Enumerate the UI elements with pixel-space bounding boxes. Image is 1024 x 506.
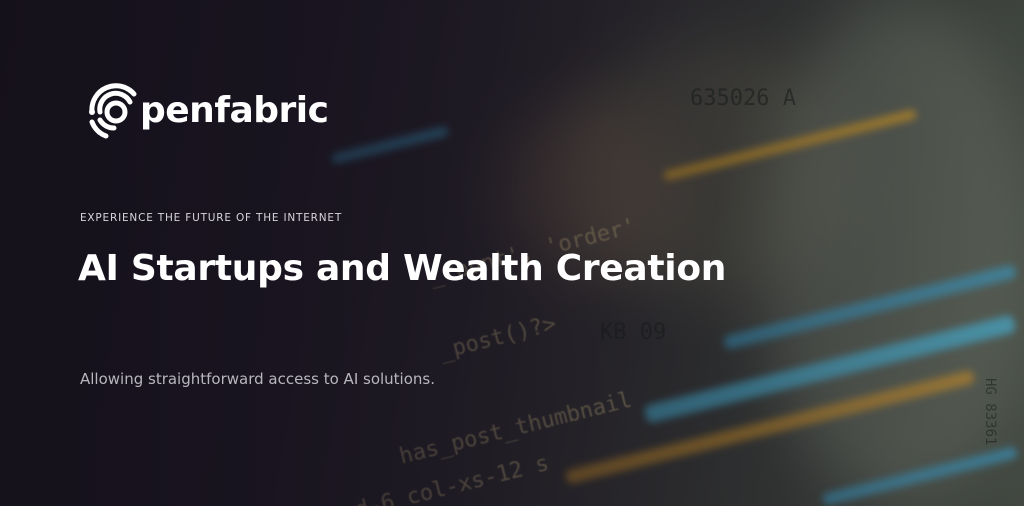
eyebrow: EXPERIENCE THE FUTURE OF THE INTERNET [80, 212, 343, 224]
logo[interactable]: penfabric [86, 80, 329, 140]
logo-icon [89, 83, 137, 139]
hero-subtitle: Allowing straightforward access to AI so… [80, 370, 435, 388]
logo-text: penfabric [140, 89, 329, 131]
hero-title: AI Startups and Wealth Creation [78, 248, 727, 289]
